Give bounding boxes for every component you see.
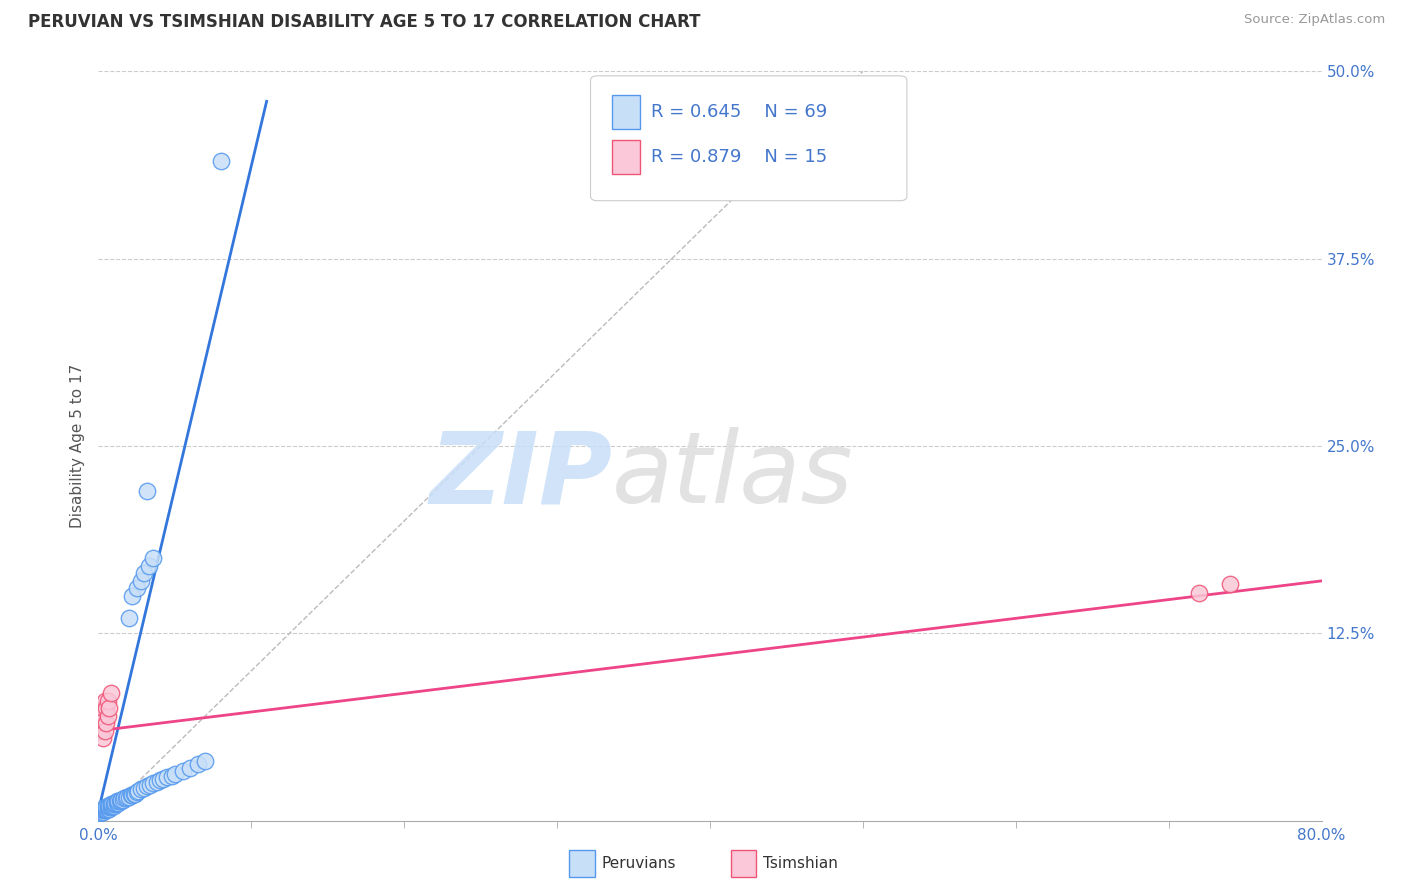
Point	[163, 767, 186, 781]
Point	[187, 756, 209, 771]
Point	[115, 791, 138, 805]
Point	[122, 787, 145, 801]
Point	[172, 764, 194, 779]
Point	[1219, 577, 1241, 591]
Point	[94, 802, 117, 816]
Point	[134, 780, 156, 795]
Point	[97, 798, 120, 813]
Text: Peruvians: Peruvians	[602, 856, 676, 871]
Point	[129, 782, 152, 797]
Point	[1188, 586, 1211, 600]
Point	[136, 779, 159, 793]
Point	[93, 803, 115, 817]
Point	[142, 776, 165, 790]
Text: R = 0.879    N = 15: R = 0.879 N = 15	[651, 148, 827, 166]
Point	[194, 754, 217, 768]
Point	[110, 794, 132, 808]
Point	[94, 701, 117, 715]
Point	[100, 686, 122, 700]
Point	[209, 154, 232, 169]
Point	[134, 566, 156, 581]
Point	[107, 796, 129, 810]
Point	[90, 708, 112, 723]
Point	[97, 802, 120, 816]
Point	[156, 770, 179, 784]
Point	[142, 551, 165, 566]
Point	[145, 774, 167, 789]
Point	[90, 716, 112, 731]
Point	[97, 800, 120, 814]
Point	[101, 797, 124, 812]
Point	[98, 800, 121, 814]
Y-axis label: Disability Age 5 to 17: Disability Age 5 to 17	[69, 364, 84, 528]
Point	[121, 788, 143, 802]
Point	[91, 803, 114, 817]
Point	[98, 701, 121, 715]
Point	[100, 797, 122, 812]
Text: ZIP: ZIP	[429, 427, 612, 524]
Point	[94, 716, 117, 731]
Point	[118, 611, 141, 625]
Text: Tsimshian: Tsimshian	[763, 856, 838, 871]
Point	[149, 773, 172, 788]
Point	[97, 694, 120, 708]
Point	[138, 558, 160, 573]
Text: Source: ZipAtlas.com: Source: ZipAtlas.com	[1244, 13, 1385, 27]
Point	[104, 797, 127, 812]
Point	[100, 800, 122, 814]
Point	[129, 574, 152, 588]
Point	[124, 787, 146, 801]
Point	[127, 783, 149, 797]
Point	[108, 794, 131, 808]
Point	[107, 794, 129, 808]
Point	[93, 802, 115, 816]
Point	[90, 803, 112, 817]
Point	[103, 797, 125, 812]
Point	[152, 772, 174, 786]
Point	[97, 708, 120, 723]
Point	[93, 800, 115, 814]
Point	[111, 792, 134, 806]
Point	[120, 788, 142, 802]
Point	[91, 805, 114, 819]
Point	[110, 792, 132, 806]
Point	[112, 791, 135, 805]
Point	[105, 794, 128, 808]
Point	[91, 802, 114, 816]
Point	[101, 798, 124, 813]
Point	[93, 723, 115, 738]
Point	[93, 694, 115, 708]
Point	[89, 806, 111, 821]
Point	[98, 802, 121, 816]
Point	[117, 789, 139, 804]
Point	[139, 778, 162, 792]
Point	[160, 769, 183, 783]
Point	[125, 785, 148, 799]
Text: PERUVIAN VS TSIMSHIAN DISABILITY AGE 5 TO 17 CORRELATION CHART: PERUVIAN VS TSIMSHIAN DISABILITY AGE 5 T…	[28, 13, 700, 31]
Point	[94, 803, 117, 817]
Point	[98, 798, 121, 813]
Point	[179, 761, 201, 775]
Text: atlas: atlas	[612, 427, 853, 524]
Point	[100, 798, 122, 813]
Point	[91, 701, 114, 715]
Point	[118, 789, 141, 804]
Point	[121, 589, 143, 603]
Text: R = 0.645    N = 69: R = 0.645 N = 69	[651, 103, 827, 121]
Point	[91, 731, 114, 746]
Point	[103, 798, 125, 813]
Point	[125, 582, 148, 596]
Point	[105, 796, 128, 810]
Point	[89, 723, 111, 738]
Point	[94, 800, 117, 814]
Point	[104, 796, 127, 810]
Point	[90, 805, 112, 819]
Point	[136, 483, 159, 498]
